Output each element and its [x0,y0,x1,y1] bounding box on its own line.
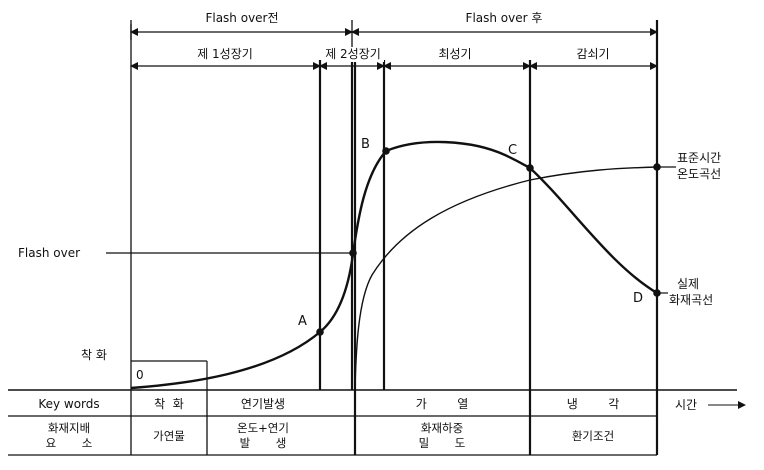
factor-temp-line2: 발 생 [240,436,287,450]
point-d-label: D [633,291,643,306]
ignition-box [131,360,208,390]
actual-curve-label-line2: 화재곡선 [669,293,713,307]
factor-temp-line1: 온도+연기 [237,421,289,435]
ignition-label: 착 화 [81,348,107,362]
factor-fuel: 가연물 [153,429,185,443]
keyword-heating: 가 열 [416,397,469,411]
table-lines [8,389,746,456]
point-a-label: A [298,314,307,329]
governing-factor-header-line1: 화재지배 [48,421,90,435]
standard-curve-label-line1: 표준시간 [677,151,721,165]
actual-fire-curve [130,140,658,390]
growth2-label: 제 2성장기 [325,47,381,61]
after-flashover-label: Flash over 후 [466,11,543,25]
time-axis-label: 시간 [675,398,697,412]
curves [130,140,658,391]
point-b-dot [382,147,390,155]
keywords-header: Key words [38,397,99,411]
point-c-dot [526,164,534,172]
growth1-label: 제 1성장기 [197,47,253,61]
governing-factor-header-line2: 요 소 [46,436,93,450]
keyword-cooling: 냉 각 [567,397,620,411]
standard-curve-label-line2: 온도곡선 [677,167,721,181]
phase-dimensions [130,20,658,70]
curve-points [316,147,661,336]
factor-load-line1: 화재하중 [421,421,463,435]
point-b-label: B [361,137,370,152]
factor-load-line2: 밀 도 [419,436,466,450]
before-flashover-label: Flash over전 [205,11,278,25]
decay-label: 감쇠기 [576,47,609,61]
peak-label: 최성기 [438,47,471,61]
standard-time-temperature-curve [354,166,658,391]
origin-label: 0 [136,368,144,382]
keyword-smoke: 연기발생 [241,397,285,411]
point-c-label: C [508,143,517,158]
flashover-label: Flash over [18,246,80,260]
factor-vent: 환기조건 [572,429,614,443]
actual-curve-label-line1: 실제 [677,277,699,291]
keyword-ignition: 착 화 [154,397,184,411]
point-a-dot [316,328,324,336]
